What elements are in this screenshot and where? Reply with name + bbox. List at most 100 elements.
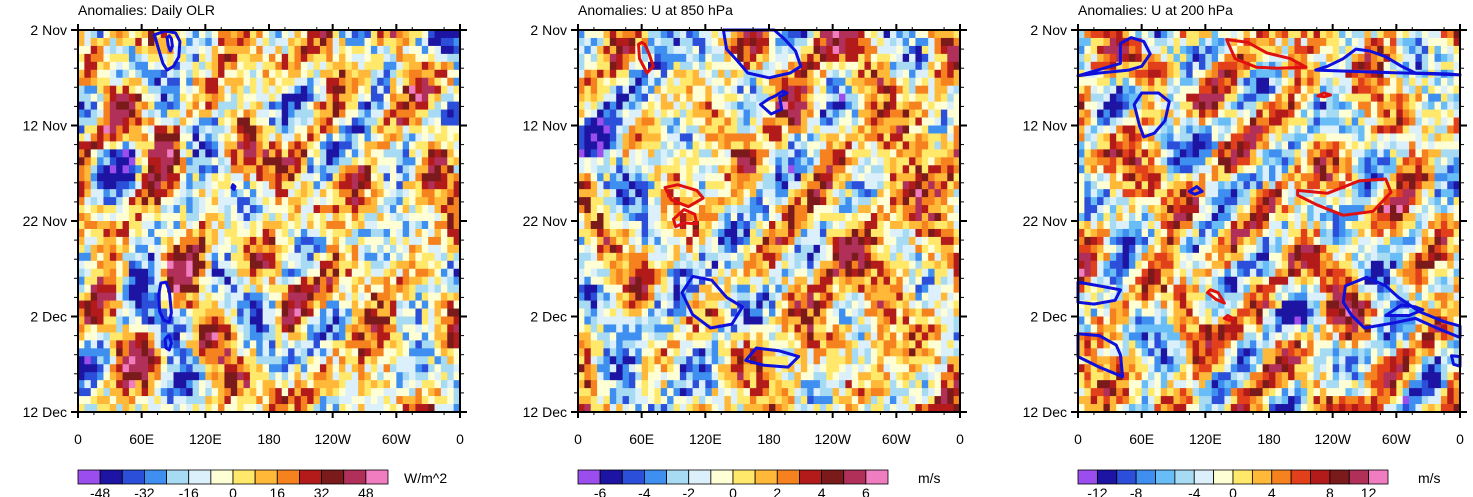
field-cell	[667, 133, 675, 143]
field-cell	[281, 37, 289, 47]
field-cell	[648, 165, 655, 174]
field-cell	[839, 69, 846, 79]
field-cell	[434, 30, 442, 39]
field-cell	[447, 189, 455, 198]
field-cell	[179, 53, 187, 63]
field-cell	[288, 244, 296, 254]
field-cell	[224, 125, 232, 135]
field-cell	[421, 37, 429, 47]
field-cell	[122, 93, 130, 103]
field-cell	[947, 53, 955, 63]
field-cell	[769, 141, 776, 150]
field-cell	[928, 165, 936, 174]
field-cell	[597, 30, 605, 39]
field-cell	[128, 348, 136, 357]
field-cell	[179, 157, 187, 166]
field-cell	[307, 133, 315, 143]
field-cell	[756, 109, 764, 119]
field-cell	[584, 276, 592, 286]
field-cell	[826, 260, 834, 270]
field-cell	[402, 396, 410, 405]
field-cell	[84, 340, 92, 349]
field-cell	[179, 85, 187, 95]
field-cell	[218, 45, 226, 55]
field-cell	[749, 221, 757, 230]
field-cell	[281, 125, 289, 135]
field-cell	[839, 276, 846, 286]
field-cell	[616, 165, 624, 174]
field-cell	[389, 141, 397, 150]
field-cell	[243, 388, 251, 397]
field-cell	[845, 133, 853, 143]
field-cell	[832, 37, 840, 47]
field-cell	[711, 189, 719, 198]
field-cell	[883, 157, 891, 166]
field-cell	[453, 380, 461, 389]
field-cell	[711, 30, 719, 39]
field-cell	[660, 125, 668, 135]
field-cell	[313, 292, 321, 302]
field-cell	[319, 396, 327, 405]
field-cell	[332, 101, 340, 111]
field-cell	[756, 53, 764, 63]
field-cell	[826, 268, 834, 278]
field-cell	[660, 101, 668, 111]
field-cell	[300, 332, 308, 341]
field-cell	[622, 228, 630, 238]
field-cell	[578, 260, 585, 270]
field-cell	[186, 388, 194, 397]
field-cell	[78, 221, 85, 230]
field-cell	[78, 284, 85, 294]
field-cell	[686, 236, 694, 246]
field-cell	[851, 125, 859, 135]
field-cell	[192, 332, 200, 341]
field-cell	[660, 221, 668, 230]
field-cell	[947, 141, 955, 150]
field-cell	[154, 61, 162, 71]
field-cell	[389, 45, 397, 55]
field-cell	[218, 372, 226, 381]
field-cell	[839, 181, 846, 190]
field-cell	[415, 308, 423, 318]
field-cell	[775, 213, 783, 222]
field-cell	[402, 404, 410, 413]
field-cell	[616, 268, 624, 278]
field-cell	[141, 324, 149, 334]
field-cell	[635, 61, 643, 71]
field-cell	[103, 141, 111, 150]
field-cell	[447, 221, 455, 230]
field-cell	[947, 77, 955, 87]
field-cell	[109, 189, 117, 198]
field-cell	[578, 109, 585, 119]
field-cell	[186, 364, 194, 373]
field-cell	[351, 316, 359, 326]
field-cell	[249, 356, 257, 365]
field-cell	[230, 213, 238, 222]
field-cell	[409, 236, 417, 246]
field-cell	[705, 85, 713, 95]
field-cell	[128, 189, 136, 198]
field-cell	[813, 69, 821, 79]
field-cell	[84, 308, 92, 318]
field-cell	[345, 332, 353, 341]
field-cell	[198, 101, 206, 111]
field-cell	[370, 165, 378, 174]
field-cell	[345, 125, 353, 135]
field-cell	[609, 205, 617, 214]
field-cell	[858, 181, 866, 190]
field-cell	[737, 165, 745, 174]
field-cell	[294, 69, 302, 79]
field-cell	[737, 252, 745, 262]
field-cell	[237, 125, 245, 135]
field-cell	[756, 85, 764, 95]
field-cell	[749, 37, 757, 47]
field-cell	[345, 133, 353, 143]
field-cell	[160, 205, 168, 214]
field-cell	[256, 205, 264, 214]
field-cell	[877, 69, 885, 79]
field-cell	[622, 101, 630, 111]
field-cell	[78, 165, 85, 174]
field-cell	[434, 276, 442, 286]
field-cell	[453, 205, 461, 214]
field-cell	[883, 149, 891, 158]
